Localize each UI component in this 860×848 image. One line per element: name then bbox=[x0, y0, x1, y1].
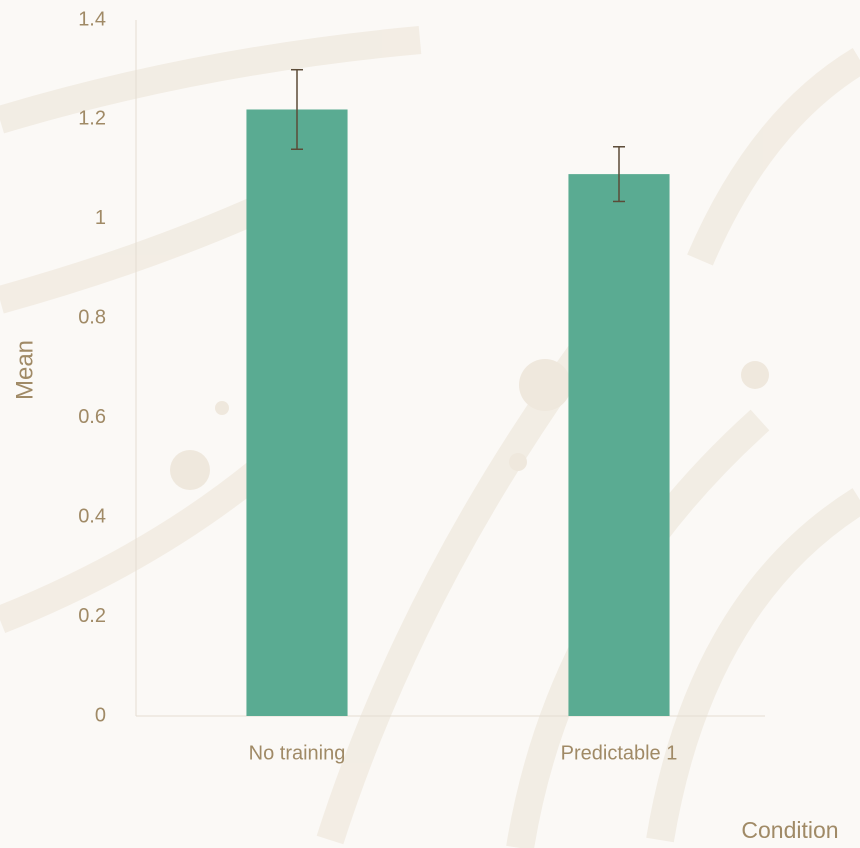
y-tick-label: 0.6 bbox=[78, 406, 106, 428]
y-tick-label: 1.4 bbox=[78, 8, 106, 30]
y-tick-label: 1.2 bbox=[78, 108, 106, 130]
bar bbox=[246, 109, 348, 716]
background-pattern bbox=[0, 26, 860, 848]
y-tick-label: 0.2 bbox=[78, 605, 106, 627]
y-tick-label: 0.8 bbox=[78, 307, 106, 329]
y-tick-label: 0.4 bbox=[78, 505, 106, 527]
x-tick-label: No training bbox=[249, 742, 346, 764]
y-tick-label: 0 bbox=[95, 704, 106, 726]
y-tick-label: 1 bbox=[95, 207, 106, 229]
bar bbox=[568, 174, 670, 717]
y-axis-title: Mean bbox=[11, 340, 38, 400]
background-dots bbox=[170, 359, 769, 490]
x-axis-title: Condition bbox=[741, 817, 838, 843]
x-tick-label: Predictable 1 bbox=[561, 742, 678, 764]
